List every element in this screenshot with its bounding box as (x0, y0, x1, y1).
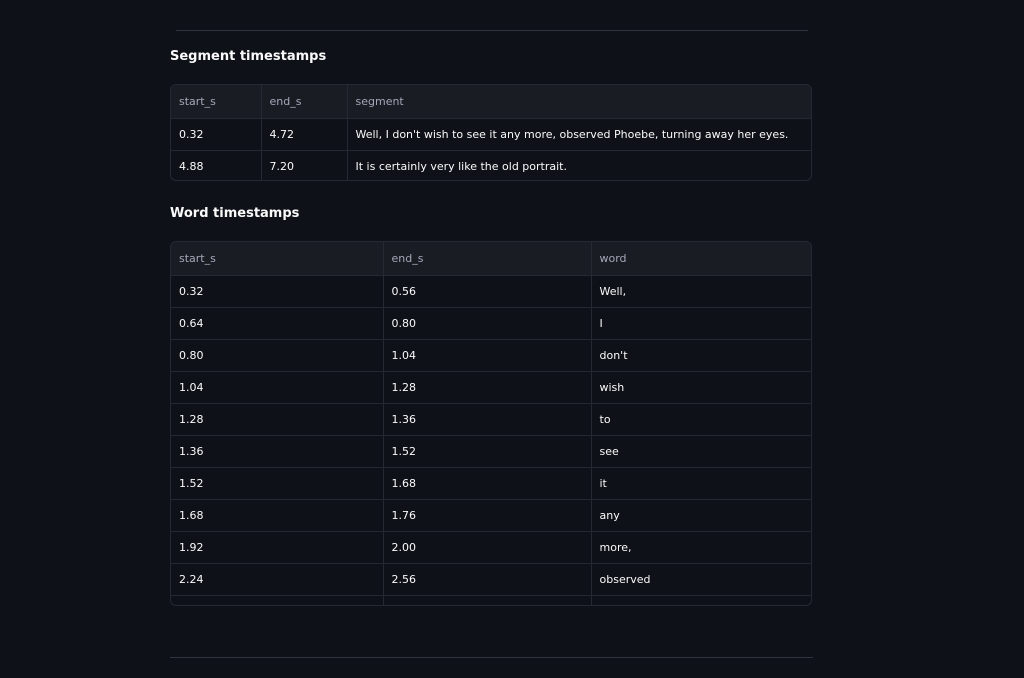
cell-start-s[interactable]: 0.64 (171, 307, 384, 340)
cell-end-s[interactable]: 2.96 (383, 595, 592, 605)
cell-end-s[interactable]: 2.00 (383, 531, 592, 564)
table-row[interactable]: 0.64 0.80 I (171, 307, 811, 340)
cell-start-s[interactable]: 0.80 (171, 339, 384, 372)
cell-end-s[interactable]: 1.36 (383, 403, 592, 436)
cell-start-s[interactable]: 0.32 (171, 275, 384, 308)
segment-table[interactable]: start_s end_s segment 0.32 4.72 Well, I … (171, 85, 811, 180)
cell-start-s[interactable]: 2.56 (171, 595, 384, 605)
column-header-segment[interactable]: segment (347, 85, 811, 119)
cell-start-s[interactable]: 1.68 (171, 499, 384, 532)
table-row[interactable]: 1.92 2.00 more, (171, 531, 811, 564)
cell-end-s[interactable]: 1.28 (383, 371, 592, 404)
cell-end-s[interactable]: 1.52 (383, 435, 592, 468)
cell-end-s[interactable]: 7.20 (261, 150, 348, 180)
cell-end-s[interactable]: 2.56 (383, 563, 592, 596)
cell-word[interactable]: I (591, 307, 811, 340)
table-row[interactable]: 0.32 0.56 Well, (171, 275, 811, 308)
cell-word[interactable]: observed (591, 563, 811, 596)
cell-start-s[interactable]: 4.88 (171, 150, 262, 180)
cell-word[interactable]: any (591, 499, 811, 532)
cell-start-s[interactable]: 1.28 (171, 403, 384, 436)
cell-segment[interactable]: Well, I don't wish to see it any more, o… (347, 118, 811, 151)
word-header-row: start_s end_s word (171, 242, 811, 276)
table-row[interactable]: 1.36 1.52 see (171, 435, 811, 468)
cell-start-s[interactable]: 1.92 (171, 531, 384, 564)
cell-end-s[interactable]: 0.80 (383, 307, 592, 340)
cell-start-s[interactable]: 0.32 (171, 118, 262, 151)
column-header-word[interactable]: word (591, 242, 811, 276)
cell-start-s[interactable]: 2.24 (171, 563, 384, 596)
table-row[interactable]: 0.80 1.04 don't (171, 339, 811, 372)
cell-end-s[interactable]: 1.76 (383, 499, 592, 532)
table-row[interactable]: 1.68 1.76 any (171, 499, 811, 532)
cell-word[interactable]: to (591, 403, 811, 436)
column-header-end-s[interactable]: end_s (261, 85, 348, 119)
cell-word[interactable]: Phoebe, (591, 595, 811, 605)
table-row[interactable]: 4.88 7.20 It is certainly very like the … (171, 150, 811, 180)
table-row[interactable]: 1.04 1.28 wish (171, 371, 811, 404)
cell-end-s[interactable]: 1.68 (383, 467, 592, 500)
table-row[interactable]: 2.24 2.56 observed (171, 563, 811, 596)
cell-word[interactable]: it (591, 467, 811, 500)
cell-end-s[interactable]: 1.04 (383, 339, 592, 372)
cell-word[interactable]: Well, (591, 275, 811, 308)
word-table[interactable]: start_s end_s word 0.32 0.56 Well, 0.64 … (171, 242, 811, 605)
table-row[interactable]: 2.56 2.96 Phoebe, (171, 595, 811, 605)
word-timestamps-title: Word timestamps (170, 206, 300, 221)
segment-table-container[interactable]: start_s end_s segment 0.32 4.72 Well, I … (170, 84, 812, 181)
column-header-end-s[interactable]: end_s (383, 242, 592, 276)
cell-end-s[interactable]: 4.72 (261, 118, 348, 151)
cell-word[interactable]: see (591, 435, 811, 468)
table-row[interactable]: 1.52 1.68 it (171, 467, 811, 500)
cell-start-s[interactable]: 1.52 (171, 467, 384, 500)
bottom-divider (170, 657, 813, 658)
cell-word[interactable]: more, (591, 531, 811, 564)
table-row[interactable]: 1.28 1.36 to (171, 403, 811, 436)
cell-segment[interactable]: It is certainly very like the old portra… (355, 159, 567, 173)
cell-end-s[interactable]: 0.56 (383, 275, 592, 308)
column-header-start-s[interactable]: start_s (171, 85, 262, 119)
top-divider (176, 30, 808, 31)
segment-header-row: start_s end_s segment (171, 85, 811, 119)
table-row[interactable]: 0.32 4.72 Well, I don't wish to see it a… (171, 118, 811, 151)
cell-start-s[interactable]: 1.36 (171, 435, 384, 468)
cell-start-s[interactable]: 1.04 (171, 371, 384, 404)
segment-timestamps-title: Segment timestamps (170, 49, 327, 64)
cell-word[interactable]: don't (591, 339, 811, 372)
word-table-container[interactable]: start_s end_s word 0.32 0.56 Well, 0.64 … (170, 241, 812, 606)
cell-word[interactable]: wish (591, 371, 811, 404)
column-header-start-s[interactable]: start_s (171, 242, 384, 276)
